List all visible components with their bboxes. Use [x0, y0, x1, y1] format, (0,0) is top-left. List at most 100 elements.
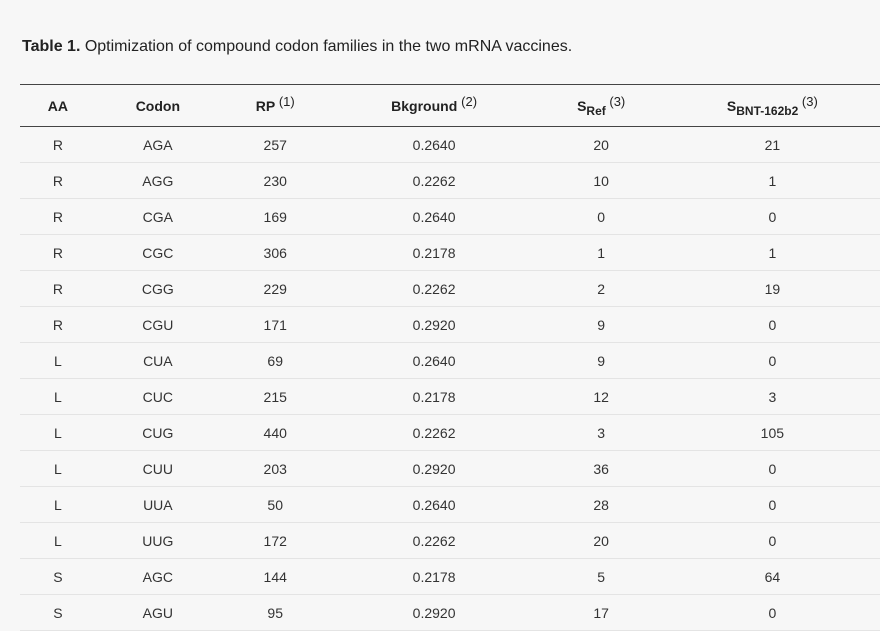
- table-cell: 64: [664, 558, 880, 595]
- table-cell: 105: [664, 414, 880, 451]
- column-header: AA: [20, 85, 96, 127]
- table-cell: AGU: [95, 594, 220, 631]
- table-cell: 0.2920: [330, 306, 538, 343]
- table-cell: AGA: [95, 126, 220, 163]
- column-header-footnote: (3): [798, 93, 818, 109]
- table-row: L CUG 440 0.2262 3 105: [20, 414, 880, 451]
- table-caption: Table 1. Optimization of compound codon …: [22, 38, 572, 56]
- table-cell: R: [20, 198, 96, 235]
- table-cell: 28: [537, 486, 665, 523]
- header-row: AA Codon RP (1) Bkground (2) SRef (3) SBNT-16…: [20, 84, 880, 127]
- table-cell: L: [20, 414, 96, 451]
- table-cell: 0.2640: [330, 486, 538, 523]
- codon-table: AA Codon RP (1) Bkground (2) SRef (3) SBNT-16…: [20, 84, 880, 631]
- column-header-footnote: (1): [278, 93, 295, 109]
- table-cell: R: [20, 162, 96, 199]
- table-cell: 0.2640: [330, 126, 538, 163]
- table-row: S AGC 144 0.2178 5 64: [20, 558, 880, 595]
- table-cell: 20: [537, 126, 665, 163]
- table-cell: 0.2262: [330, 414, 538, 451]
- table-cell: 0.2640: [330, 198, 538, 235]
- table-cell: AGG: [95, 162, 220, 199]
- table-cell: 144: [219, 558, 331, 595]
- table-cell: S: [20, 558, 96, 595]
- table-cell: 0.2178: [330, 558, 538, 595]
- table-cell: CUC: [95, 378, 220, 415]
- table-cell: R: [20, 306, 96, 343]
- table-row: R CGU 171 0.2920 9 0: [20, 306, 880, 343]
- column-header-label: Codon: [135, 97, 181, 114]
- column-header: RP (1): [220, 85, 331, 127]
- table-row: L UUG 172 0.2262 20 0: [20, 522, 880, 559]
- table-row: R AGA 257 0.2640 20 21: [20, 126, 880, 163]
- table-cell: CUG: [95, 414, 220, 451]
- table-cell: 19: [664, 270, 880, 307]
- column-header-label: Bkground: [391, 97, 462, 114]
- table-cell: 169: [219, 198, 331, 235]
- table-cell: 3: [664, 378, 880, 415]
- table-cell: S: [20, 594, 96, 631]
- table-row: S AGU 95 0.2920 17 0: [20, 594, 880, 631]
- table-cell: 95: [219, 594, 331, 631]
- table-cell: 0.2178: [330, 378, 538, 415]
- table-cell: 69: [219, 342, 331, 379]
- table-header: AA Codon RP (1) Bkground (2) SRef (3) SBNT-16…: [20, 84, 880, 127]
- table-cell: CUU: [95, 450, 220, 487]
- table-caption-text: Optimization of compound codon families …: [80, 38, 573, 55]
- table-cell: 2: [537, 270, 665, 307]
- column-header-subscript: BNT-162b2: [736, 103, 799, 118]
- table-cell: 50: [219, 486, 331, 523]
- column-header: Codon: [96, 85, 220, 127]
- table-cell: 0: [537, 198, 665, 235]
- table-cell: R: [20, 126, 96, 163]
- column-header: Bkground (2): [331, 85, 538, 127]
- column-header-label: S: [726, 97, 737, 114]
- table-cell: 0: [664, 198, 880, 235]
- table-cell: 17: [537, 594, 665, 631]
- table-cell: 0: [664, 486, 880, 523]
- table-cell: 0: [664, 450, 880, 487]
- column-header: SBNT-162b2 (3): [665, 85, 880, 127]
- table-cell: UUA: [95, 486, 220, 523]
- table-cell: 9: [537, 342, 665, 379]
- table-row: R CGA 169 0.2640 0 0: [20, 198, 880, 235]
- table-row: L CUU 203 0.2920 36 0: [20, 450, 880, 487]
- table-cell: 3: [537, 414, 665, 451]
- table-cell: 215: [219, 378, 331, 415]
- column-header-label: S: [577, 97, 587, 114]
- column-header-subscript: Ref: [586, 103, 606, 118]
- data-table-container: AA Codon RP (1) Bkground (2) SRef (3) SBNT-16…: [20, 84, 880, 631]
- table-cell: 10: [537, 162, 665, 199]
- table-cell: 0.2920: [330, 594, 538, 631]
- table-cell: 230: [219, 162, 331, 199]
- table-cell: 0.2262: [330, 522, 538, 559]
- table-cell: 203: [219, 450, 331, 487]
- table-cell: 1: [537, 234, 665, 271]
- table-row: R AGG 230 0.2262 10 1: [20, 162, 880, 199]
- table-cell: 0.2262: [330, 162, 538, 199]
- table-cell: 0: [664, 342, 880, 379]
- table-cell: 172: [219, 522, 331, 559]
- table-cell: 5: [537, 558, 665, 595]
- table-row: R CGG 229 0.2262 2 19: [20, 270, 880, 307]
- table-cell: R: [20, 234, 96, 271]
- table-cell: CGU: [95, 306, 220, 343]
- table-cell: 257: [219, 126, 331, 163]
- table-cell: CGG: [95, 270, 220, 307]
- table-cell: 306: [219, 234, 331, 271]
- table-cell: CGC: [95, 234, 220, 271]
- table-cell: UUG: [95, 522, 220, 559]
- table-row: L UUA 50 0.2640 28 0: [20, 486, 880, 523]
- table-cell: 1: [664, 234, 880, 271]
- table-cell: 0: [664, 522, 880, 559]
- table-cell: L: [20, 378, 96, 415]
- table-cell: 229: [219, 270, 331, 307]
- table-cell: 1: [664, 162, 880, 199]
- table-cell: L: [20, 342, 96, 379]
- column-header-footnote: (2): [461, 93, 478, 109]
- column-header-label: AA: [47, 97, 69, 114]
- table-cell: 0: [664, 594, 880, 631]
- column-header: SRef (3): [538, 85, 665, 127]
- table-cell: 0.2920: [330, 450, 538, 487]
- table-cell: 0.2262: [330, 270, 538, 307]
